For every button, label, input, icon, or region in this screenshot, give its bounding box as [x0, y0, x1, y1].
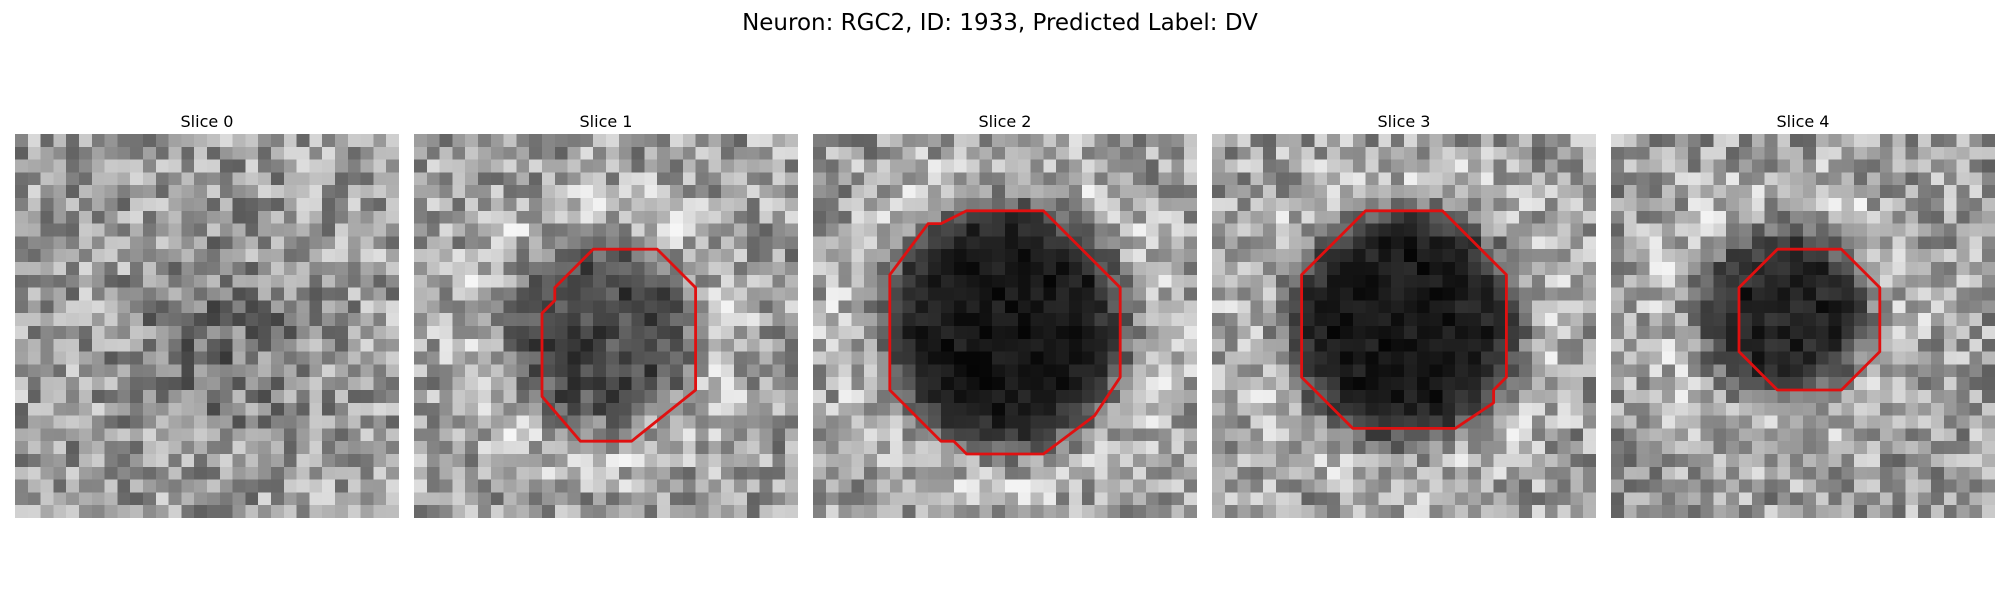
slice-panel: Slice 2	[813, 110, 1197, 518]
slice-image	[15, 134, 399, 518]
slice-panel: Slice 0	[15, 110, 399, 518]
slice-panel: Slice 3	[1212, 110, 1596, 518]
slice-panel: Slice 4	[1611, 110, 1995, 518]
slice-image	[1212, 134, 1596, 518]
slice-image	[414, 134, 798, 518]
figure-title: Neuron: RGC2, ID: 1933, Predicted Label:…	[0, 10, 2000, 36]
slice-title: Slice 2	[813, 110, 1197, 134]
slice-title: Slice 4	[1611, 110, 1995, 134]
slice-title: Slice 3	[1212, 110, 1596, 134]
slice-image	[813, 134, 1197, 518]
slice-title: Slice 0	[15, 110, 399, 134]
slice-title: Slice 1	[414, 110, 798, 134]
slice-panel: Slice 1	[414, 110, 798, 518]
slice-image	[1611, 134, 1995, 518]
